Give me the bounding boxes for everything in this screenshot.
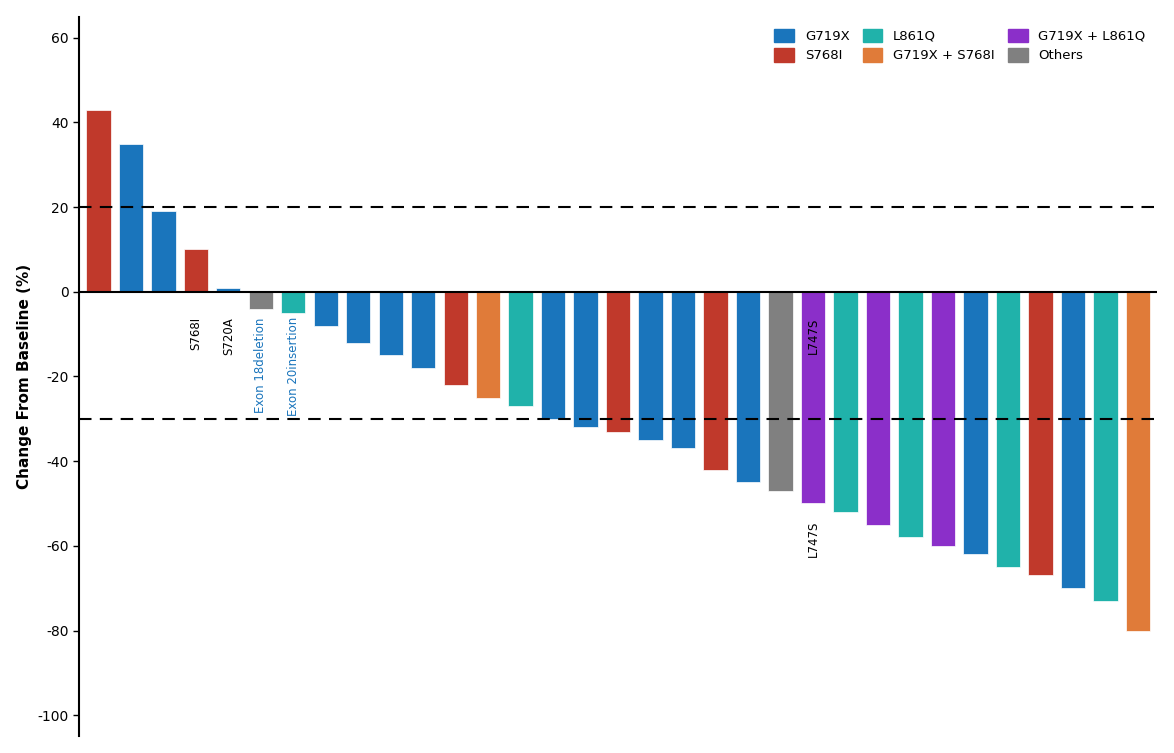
Bar: [996, 292, 1020, 567]
Bar: [1060, 292, 1085, 588]
Bar: [216, 288, 241, 292]
Bar: [475, 292, 500, 398]
Legend: G719X, S768I, L861Q, G719X + S768I, G719X + L861Q, Others: G719X, S768I, L861Q, G719X + S768I, G719…: [769, 23, 1151, 68]
Bar: [670, 292, 695, 449]
Bar: [508, 292, 533, 406]
Text: L747S: L747S: [807, 317, 819, 354]
Bar: [639, 292, 663, 440]
Bar: [541, 292, 566, 419]
Y-axis label: Change From Baseline (%): Change From Baseline (%): [16, 264, 32, 489]
Bar: [86, 110, 110, 292]
Bar: [834, 292, 858, 512]
Text: Exon 20insertion: Exon 20insertion: [286, 317, 299, 416]
Bar: [183, 249, 208, 292]
Bar: [1093, 292, 1118, 601]
Bar: [151, 212, 176, 292]
Text: Exon 18deletion: Exon 18deletion: [255, 317, 268, 413]
Text: L747S: L747S: [807, 520, 819, 556]
Bar: [963, 292, 987, 554]
Bar: [1028, 292, 1053, 575]
Bar: [346, 292, 371, 343]
Bar: [865, 292, 890, 525]
Bar: [313, 292, 338, 326]
Bar: [119, 144, 143, 292]
Bar: [898, 292, 923, 538]
Bar: [801, 292, 825, 504]
Bar: [249, 292, 274, 309]
Bar: [768, 292, 792, 491]
Bar: [573, 292, 598, 427]
Bar: [1126, 292, 1151, 630]
Text: S768I: S768I: [189, 317, 202, 350]
Bar: [736, 292, 761, 483]
Bar: [931, 292, 956, 546]
Bar: [281, 292, 305, 313]
Bar: [378, 292, 403, 355]
Bar: [606, 292, 630, 431]
Text: S720A: S720A: [222, 317, 235, 355]
Bar: [444, 292, 468, 385]
Bar: [411, 292, 436, 368]
Bar: [703, 292, 728, 470]
